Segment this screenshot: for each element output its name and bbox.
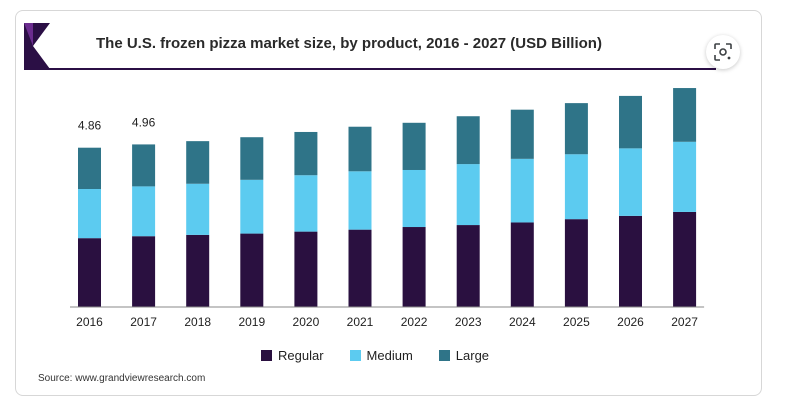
bar-large-2017 bbox=[132, 144, 156, 187]
x-tick-label: 2027 bbox=[671, 315, 698, 329]
header-divider bbox=[24, 68, 716, 70]
bar-large-2024 bbox=[510, 109, 534, 159]
legend-label-medium: Medium bbox=[366, 348, 413, 363]
stacked-bar-chart: 2016 4.86 2017 4.96 2018 2019 2020 2021 2022 2023… bbox=[70, 88, 705, 329]
bar-regular-2021 bbox=[348, 229, 372, 307]
bar-medium-2023 bbox=[456, 164, 480, 226]
bar-regular-2022 bbox=[402, 227, 426, 307]
x-tick-label: 2016 bbox=[76, 315, 103, 329]
bar-medium-2021 bbox=[348, 171, 372, 230]
bar-medium-2019 bbox=[240, 179, 264, 234]
bar-large-2027 bbox=[673, 88, 697, 142]
bar-large-2023 bbox=[456, 116, 480, 165]
x-tick-label: 2022 bbox=[401, 315, 428, 329]
bar-medium-2022 bbox=[402, 169, 426, 228]
bar-regular-2020 bbox=[294, 231, 318, 307]
bar-large-2020 bbox=[294, 131, 318, 176]
bar-medium-2026 bbox=[619, 148, 642, 216]
bar-regular-2017 bbox=[132, 236, 156, 307]
visual-search-lens-icon bbox=[714, 43, 732, 61]
bar-large-2022 bbox=[402, 122, 426, 170]
bar-large-2021 bbox=[348, 126, 372, 172]
bar-large-2019 bbox=[240, 137, 264, 180]
legend-label-large: Large bbox=[455, 348, 490, 363]
bar-large-2026 bbox=[619, 95, 642, 149]
bar-regular-2019 bbox=[240, 233, 264, 307]
bar-medium-2016 bbox=[78, 189, 101, 239]
bar-medium-2020 bbox=[294, 175, 318, 232]
bar-regular-2026 bbox=[619, 215, 642, 307]
bar-large-2016 bbox=[78, 147, 101, 189]
chart-card: The U.S. frozen pizza market size, by pr… bbox=[15, 10, 762, 396]
bar-medium-2017 bbox=[132, 186, 156, 237]
visual-search-button[interactable] bbox=[706, 35, 740, 69]
legend-item-large: Large bbox=[438, 348, 490, 363]
bar-regular-2027 bbox=[673, 211, 697, 307]
x-tick-label: 2017 bbox=[130, 315, 157, 329]
bar-regular-2024 bbox=[510, 222, 534, 307]
x-tick-label: 2018 bbox=[184, 315, 211, 329]
bar-large-2025 bbox=[564, 103, 588, 155]
bar-medium-2018 bbox=[186, 183, 210, 235]
bar-total-label: 4.96 bbox=[132, 115, 156, 129]
x-tick-label: 2019 bbox=[238, 315, 265, 329]
legend-item-medium: Medium bbox=[349, 348, 413, 363]
bar-large-2018 bbox=[186, 141, 210, 184]
x-tick-label: 2026 bbox=[617, 315, 644, 329]
legend-item-regular: Regular bbox=[261, 348, 324, 363]
chart-title: The U.S. frozen pizza market size, by pr… bbox=[96, 35, 602, 52]
legend-label-regular: Regular bbox=[278, 348, 324, 363]
bar-regular-2018 bbox=[186, 234, 210, 307]
source-note: Source: www.grandviewresearch.com bbox=[38, 373, 206, 384]
x-tick-label: 2023 bbox=[455, 315, 482, 329]
x-tick-label: 2020 bbox=[293, 315, 320, 329]
chart-legend: Regular Medium Large bbox=[261, 348, 489, 363]
bar-regular-2025 bbox=[564, 219, 588, 307]
bar-regular-2016 bbox=[78, 238, 101, 307]
bar-medium-2025 bbox=[564, 154, 588, 220]
legend-swatch-large bbox=[438, 350, 450, 361]
bar-medium-2024 bbox=[510, 158, 534, 223]
bar-medium-2027 bbox=[673, 141, 697, 212]
legend-swatch-medium bbox=[349, 350, 361, 361]
bar-regular-2023 bbox=[456, 225, 480, 307]
legend-swatch-regular bbox=[261, 350, 272, 361]
x-tick-label: 2024 bbox=[509, 315, 536, 329]
x-tick-label: 2025 bbox=[563, 315, 590, 329]
bar-total-label: 4.86 bbox=[78, 119, 102, 133]
x-tick-label: 2021 bbox=[347, 315, 374, 329]
grand-view-logo-icon bbox=[24, 23, 50, 69]
